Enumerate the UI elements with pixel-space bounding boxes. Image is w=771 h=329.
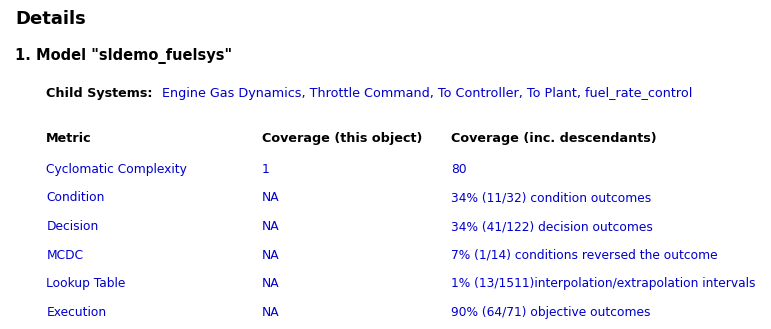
Text: 1: 1	[262, 163, 270, 176]
Text: Decision: Decision	[46, 220, 99, 233]
Text: MCDC: MCDC	[46, 249, 83, 262]
Text: Lookup Table: Lookup Table	[46, 277, 126, 291]
Text: NA: NA	[262, 249, 280, 262]
Text: Metric: Metric	[46, 132, 92, 145]
Text: 7% (1/14) conditions reversed the outcome: 7% (1/14) conditions reversed the outcom…	[451, 249, 718, 262]
Text: NA: NA	[262, 306, 280, 319]
Text: Child Systems:: Child Systems:	[46, 87, 153, 100]
Text: NA: NA	[262, 277, 280, 291]
Text: Coverage (this object): Coverage (this object)	[262, 132, 423, 145]
Text: 1% (13/1511)interpolation/extrapolation intervals: 1% (13/1511)interpolation/extrapolation …	[451, 277, 756, 291]
Text: 80: 80	[451, 163, 466, 176]
Text: NA: NA	[262, 191, 280, 205]
Text: Details: Details	[15, 10, 86, 28]
Text: Condition: Condition	[46, 191, 105, 205]
Text: 34% (11/32) condition outcomes: 34% (11/32) condition outcomes	[451, 191, 651, 205]
Text: Cyclomatic Complexity: Cyclomatic Complexity	[46, 163, 187, 176]
Text: Coverage (inc. descendants): Coverage (inc. descendants)	[451, 132, 657, 145]
Text: Execution: Execution	[46, 306, 106, 319]
Text: NA: NA	[262, 220, 280, 233]
Text: 1. Model "sldemo_fuelsys": 1. Model "sldemo_fuelsys"	[15, 48, 233, 64]
Text: 90% (64/71) objective outcomes: 90% (64/71) objective outcomes	[451, 306, 651, 319]
Text: 34% (41/122) decision outcomes: 34% (41/122) decision outcomes	[451, 220, 653, 233]
Text: Engine Gas Dynamics, Throttle Command, To Controller, To Plant, fuel_rate_contro: Engine Gas Dynamics, Throttle Command, T…	[162, 87, 692, 100]
Text: Engine Gas Dynamics, Throttle Command, To Controller, To Plant, fuel_rate_contro: Engine Gas Dynamics, Throttle Command, T…	[162, 87, 692, 100]
